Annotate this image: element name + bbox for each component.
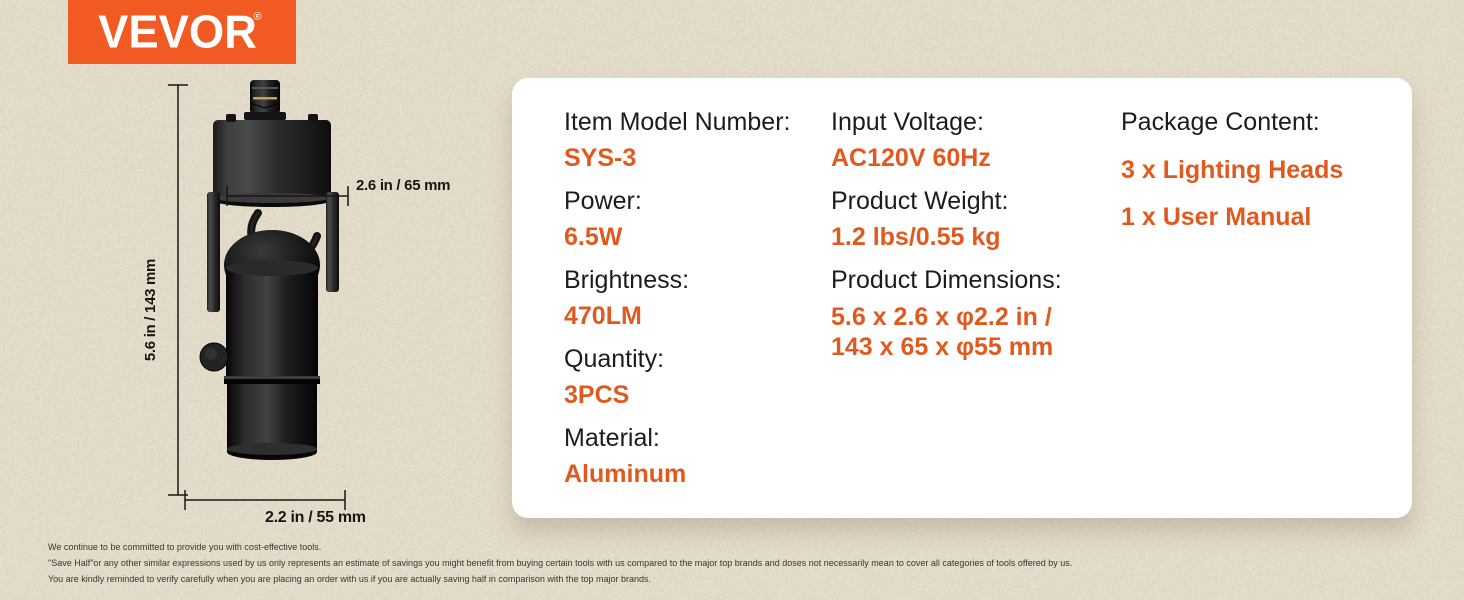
- svg-text:2.6 in / 65 mm: 2.6 in / 65 mm: [356, 177, 450, 194]
- svg-text:5.6 in / 143 mm: 5.6 in / 143 mm: [142, 259, 159, 361]
- svg-text:2.2 in / 55 mm: 2.2 in / 55 mm: [265, 509, 366, 526]
